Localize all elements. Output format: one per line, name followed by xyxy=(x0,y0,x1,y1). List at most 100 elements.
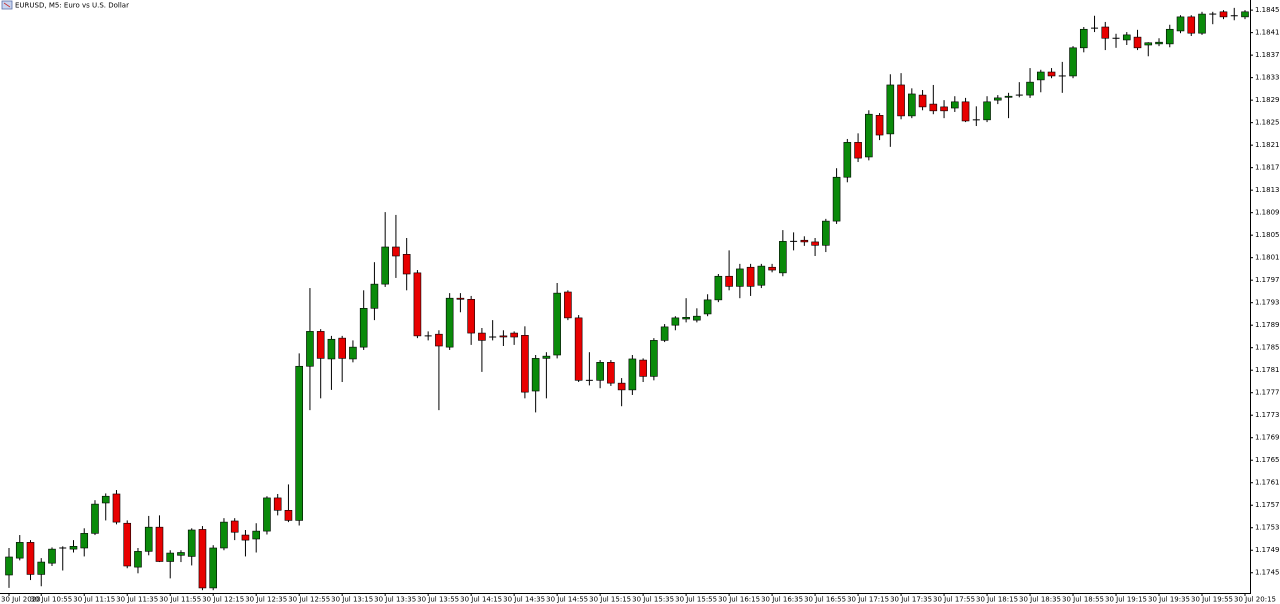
candle-body xyxy=(1036,71,1045,81)
candle-body xyxy=(1004,95,1013,98)
candle-body xyxy=(413,272,422,337)
candle-body xyxy=(1241,11,1249,18)
candle-body xyxy=(1219,11,1228,18)
x-tick-label: 30 Jul 12:55 xyxy=(288,596,330,604)
y-tick-label: 1.18130 xyxy=(1255,186,1280,194)
candle-body xyxy=(59,547,67,549)
candle-body xyxy=(682,317,690,320)
y-tick-label: 1.17730 xyxy=(1255,411,1280,419)
candle-body xyxy=(144,526,153,552)
candle-body xyxy=(521,335,529,393)
y-tick-label: 1.18170 xyxy=(1255,164,1280,172)
x-tick-label: 30 Jul 16:15 xyxy=(718,596,760,604)
y-tick-label: 1.17490 xyxy=(1255,546,1280,554)
y-tick-label: 1.17850 xyxy=(1255,344,1280,352)
candle-body xyxy=(359,308,368,348)
candle-body xyxy=(1144,42,1153,46)
candle-body xyxy=(596,362,604,381)
candle-body xyxy=(327,338,336,360)
candle-body xyxy=(607,362,615,384)
x-tick-label: 30 Jul 14:55 xyxy=(546,596,588,604)
candle-body xyxy=(402,254,411,275)
candle-body xyxy=(5,556,13,576)
x-tick-label: 30 Jul 14:15 xyxy=(460,596,502,604)
candle-body xyxy=(220,521,228,549)
candle-body xyxy=(123,522,132,567)
y-tick-label: 1.18090 xyxy=(1255,209,1280,217)
y-tick-label: 1.17810 xyxy=(1255,366,1280,374)
y-tick-label: 1.17570 xyxy=(1255,501,1280,509)
x-tick-label: 30 Jul 13:55 xyxy=(417,596,459,604)
y-tick-label: 1.18370 xyxy=(1255,51,1280,59)
x-tick-label: 30 Jul 17:15 xyxy=(847,596,889,604)
x-tick-label: 30 Jul 12:35 xyxy=(245,596,287,604)
x-tick-label: 30 Jul 12:15 xyxy=(202,596,244,604)
candle-body xyxy=(790,240,798,242)
x-tick-label: 30 Jul 15:35 xyxy=(632,596,674,604)
candle-body xyxy=(499,335,508,338)
x-tick-label: 30 Jul 11:15 xyxy=(73,596,115,604)
candle-body xyxy=(972,119,980,121)
candle-body xyxy=(1069,47,1077,77)
candle-body xyxy=(209,547,218,589)
candle-body xyxy=(693,315,701,321)
candle-body xyxy=(961,101,970,122)
candle-body xyxy=(230,520,239,533)
x-tick-label: 30 Jul 2020 xyxy=(1,596,41,604)
candle-body xyxy=(639,359,647,377)
candle-body xyxy=(929,103,938,112)
candle-body xyxy=(908,93,916,117)
candle-body xyxy=(564,291,572,319)
x-tick-label: 30 Jul 13:15 xyxy=(331,596,373,604)
candle-body xyxy=(1187,16,1196,34)
candle-body xyxy=(800,239,809,243)
candle-body xyxy=(897,84,905,117)
candle-body xyxy=(993,97,1002,101)
y-tick-label: 1.17530 xyxy=(1255,524,1280,532)
candle-body xyxy=(822,220,830,246)
x-tick-label: 30 Jul 20:15 xyxy=(1234,596,1276,604)
candle-body xyxy=(843,142,852,178)
candle-body xyxy=(1122,34,1131,41)
candle-body xyxy=(553,292,561,356)
candle-body xyxy=(489,336,497,338)
candle-body xyxy=(1230,15,1238,17)
symbol-icon xyxy=(1,0,13,10)
candle-body xyxy=(628,358,637,391)
candle-body xyxy=(435,333,443,347)
x-tick-label: 30 Jul 19:15 xyxy=(1105,596,1147,604)
y-tick-label: 1.17770 xyxy=(1255,389,1280,397)
candle-body xyxy=(1015,94,1023,96)
y-tick-label: 1.18450 xyxy=(1255,6,1280,14)
candle-body xyxy=(370,283,379,309)
candle-body xyxy=(542,355,551,359)
candle-body xyxy=(424,335,432,337)
candle-body xyxy=(91,503,99,534)
x-tick-label: 30 Jul 19:55 xyxy=(1191,596,1233,604)
candle-body xyxy=(650,340,658,377)
candle-body xyxy=(1026,81,1034,96)
candle-body xyxy=(746,266,755,287)
x-tick-label: 30 Jul 13:35 xyxy=(374,596,416,604)
candle-body xyxy=(854,142,862,159)
x-tick-label: 30 Jul 17:55 xyxy=(933,596,975,604)
candle-body xyxy=(918,94,927,108)
candle-body xyxy=(295,365,303,521)
y-tick-label: 1.17650 xyxy=(1255,456,1280,464)
candle-body xyxy=(671,317,680,326)
candle-body xyxy=(166,552,175,562)
candle-body xyxy=(241,534,250,541)
candle-body xyxy=(510,332,518,338)
candle-body xyxy=(714,275,723,301)
candle-body xyxy=(1198,13,1206,34)
candle-body xyxy=(617,382,626,391)
candle-body xyxy=(875,115,884,136)
candle-body xyxy=(134,551,142,568)
x-tick-label: 30 Jul 11:55 xyxy=(159,596,201,604)
candle-body xyxy=(273,497,282,511)
y-tick-label: 1.17970 xyxy=(1255,276,1280,284)
candle-body xyxy=(101,495,110,504)
candle-body xyxy=(585,379,593,381)
